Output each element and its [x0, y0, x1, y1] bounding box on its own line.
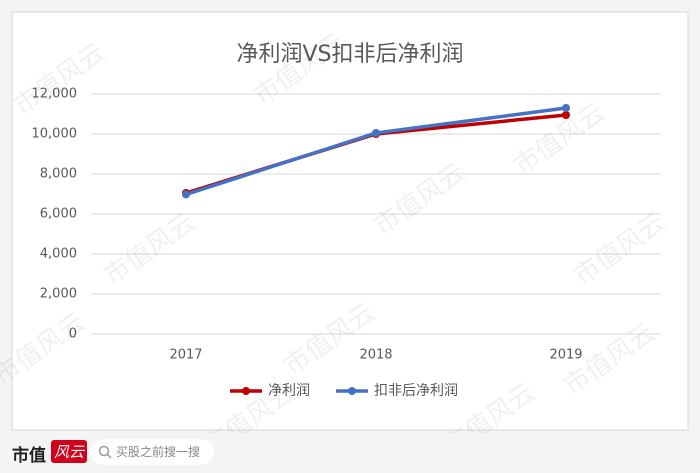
y-tick-label: 10,000 — [32, 127, 78, 142]
y-tick-label: 6,000 — [40, 207, 77, 222]
search-box[interactable]: 买股之前搜一搜 — [90, 439, 214, 465]
x-tick-label: 2018 — [359, 348, 392, 363]
chart-title: 净利润VS扣非后净利润 — [236, 42, 463, 67]
brand-mark: 风云 — [51, 440, 88, 463]
chart: 净利润VS扣非后净利润 0 2,000 4,000 6,000 8,000 10,000 1… — [0, 11, 689, 462]
search-text: 买股之前搜一搜 — [116, 445, 201, 459]
brand: 市值 — [12, 446, 46, 466]
footer-bar: 市值 风云 买股之前搜一搜 — [0, 433, 700, 473]
legend-label: 扣非后净利润 — [374, 383, 458, 399]
point — [562, 111, 570, 119]
point — [182, 190, 190, 199]
y-tick-label: 8,000 — [40, 167, 77, 182]
y-tick-label: 4,000 — [40, 247, 77, 262]
x-tick-label: 2017 — [169, 348, 202, 363]
point — [562, 104, 570, 112]
legend-marker — [242, 387, 250, 395]
chart-frame — [11, 11, 689, 431]
y-tick-label: 12,000 — [32, 87, 78, 102]
legend-marker — [348, 387, 356, 395]
legend-label: 净利润 — [268, 383, 310, 399]
y-tick-label: 0 — [69, 327, 77, 342]
y-tick-label: 2,000 — [40, 287, 77, 302]
x-tick-label: 2019 — [549, 348, 582, 363]
search-icon — [98, 445, 112, 459]
point — [372, 129, 380, 137]
